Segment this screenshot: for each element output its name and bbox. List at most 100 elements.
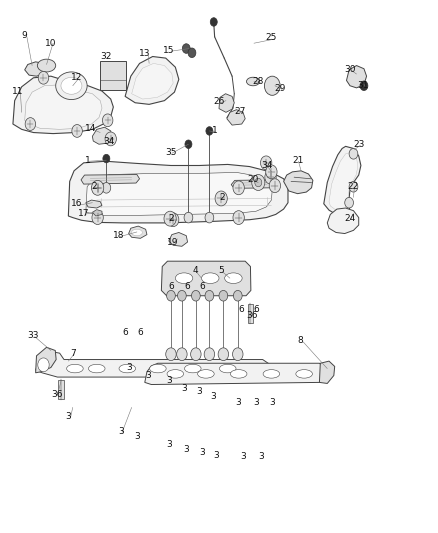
Ellipse shape [37,59,56,72]
Text: 27: 27 [234,107,246,116]
Circle shape [218,348,229,361]
Circle shape [38,71,49,84]
Polygon shape [231,180,273,188]
Text: 13: 13 [139,50,151,58]
Circle shape [261,156,272,169]
Ellipse shape [56,72,87,100]
Text: 3: 3 [253,398,259,407]
Text: 3: 3 [269,398,275,407]
Text: 4: 4 [193,266,198,275]
Ellipse shape [184,365,201,373]
Circle shape [233,290,242,301]
Text: 2: 2 [220,193,225,202]
Text: 3: 3 [166,376,172,385]
Polygon shape [92,209,102,216]
Polygon shape [132,63,173,99]
Ellipse shape [131,229,142,236]
Text: 16: 16 [71,199,83,208]
Text: 33: 33 [28,331,39,340]
Text: 3: 3 [145,371,151,380]
Text: 3: 3 [240,453,246,462]
Polygon shape [129,226,147,238]
Text: 15: 15 [163,46,174,55]
Polygon shape [319,361,335,383]
Circle shape [166,348,176,361]
Text: 35: 35 [165,148,177,157]
Ellipse shape [198,369,214,378]
Text: 8: 8 [297,336,303,345]
Text: 7: 7 [70,349,76,358]
Text: 1: 1 [212,126,218,135]
Text: 6: 6 [138,328,143,337]
Ellipse shape [219,365,236,373]
Polygon shape [35,352,271,377]
Circle shape [210,18,217,26]
Text: 9: 9 [22,31,28,40]
Text: 24: 24 [344,214,356,223]
Polygon shape [25,85,102,130]
Ellipse shape [61,77,82,94]
Circle shape [167,213,179,227]
Polygon shape [25,62,46,76]
Circle shape [360,81,368,91]
Polygon shape [161,261,251,296]
Circle shape [185,140,192,149]
Circle shape [92,211,103,224]
Text: 3: 3 [181,384,187,393]
Polygon shape [86,172,272,215]
Ellipse shape [201,273,219,284]
Ellipse shape [263,369,280,378]
Text: 11: 11 [12,86,24,95]
Ellipse shape [150,365,166,373]
Text: 22: 22 [348,182,359,191]
Circle shape [255,178,262,187]
Text: 20: 20 [247,175,259,184]
Circle shape [25,118,35,131]
Text: 3: 3 [127,363,132,372]
Ellipse shape [119,365,136,373]
Text: 36: 36 [247,311,258,320]
Polygon shape [227,110,245,125]
Polygon shape [329,152,358,211]
Text: 3: 3 [134,432,140,441]
Circle shape [233,181,244,195]
Circle shape [266,165,277,179]
Text: 10: 10 [45,39,57,48]
Text: 36: 36 [51,390,62,399]
Polygon shape [86,200,102,208]
Ellipse shape [175,273,193,284]
Circle shape [205,290,214,301]
Circle shape [191,290,200,301]
Text: 34: 34 [103,137,115,146]
Circle shape [166,290,175,301]
Circle shape [38,358,49,372]
Circle shape [349,149,358,159]
Ellipse shape [296,369,312,378]
Text: 3: 3 [235,398,240,407]
Ellipse shape [247,77,260,86]
Ellipse shape [225,273,242,284]
Text: 6: 6 [122,328,128,337]
Text: 23: 23 [353,140,364,149]
Circle shape [252,174,265,190]
Ellipse shape [88,365,105,373]
Ellipse shape [167,369,184,378]
Text: 3: 3 [197,387,202,396]
Text: 25: 25 [266,34,277,43]
Text: 3: 3 [199,448,205,457]
Circle shape [265,76,280,95]
Bar [100,61,126,90]
Text: 3: 3 [258,452,264,461]
Polygon shape [169,232,187,246]
Text: 12: 12 [71,73,83,82]
Text: 29: 29 [275,84,286,93]
Polygon shape [81,174,140,184]
Text: 3: 3 [66,412,71,421]
Text: 6: 6 [184,282,190,291]
Circle shape [177,348,187,361]
Circle shape [105,132,117,146]
Circle shape [345,197,353,208]
Polygon shape [68,161,288,223]
Circle shape [269,179,281,192]
Circle shape [205,212,214,223]
